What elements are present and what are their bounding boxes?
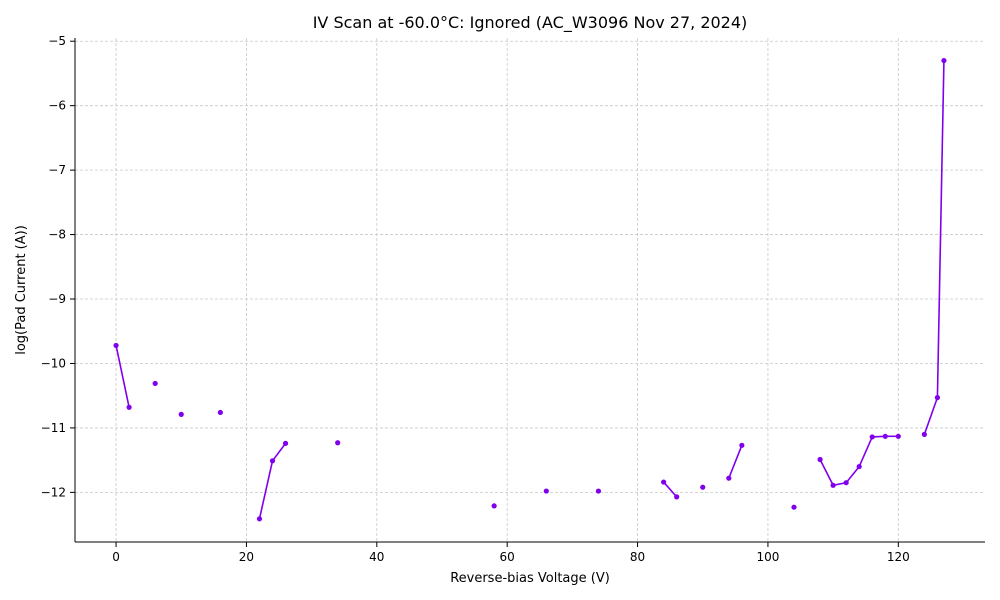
data-point — [256, 516, 263, 522]
data-point — [869, 434, 875, 440]
y-tick-label: −11 — [41, 421, 66, 435]
chart-title: IV Scan at -60.0°C: Ignored (AC_W3096 No… — [313, 13, 748, 33]
axes — [74, 38, 985, 543]
y-tick-label: −9 — [48, 292, 66, 306]
series-segment — [271, 442, 287, 462]
data-point — [661, 479, 667, 485]
series-points — [113, 57, 947, 522]
data-point — [843, 480, 849, 486]
data-point — [113, 342, 119, 349]
series-segment — [845, 466, 860, 484]
data-point — [282, 440, 289, 446]
data-point — [595, 488, 602, 494]
ticks: 0 20 40 60 80 100 120 −12 −11 −10 −9 −8 −7 −6 −5 — [41, 34, 910, 564]
series-segment — [115, 345, 130, 408]
data-point — [856, 463, 862, 470]
series-segment — [258, 460, 274, 519]
data-point — [700, 484, 706, 490]
x-tick-label: 100 — [756, 550, 779, 564]
data-point — [269, 458, 276, 464]
data-point — [882, 433, 888, 439]
data-point — [934, 395, 941, 401]
series-segment — [936, 60, 945, 398]
data-point — [217, 409, 223, 416]
x-tick-label: 40 — [369, 550, 384, 564]
y-axis-label: log(Pad Current (A)) — [14, 225, 29, 355]
data-point — [817, 456, 823, 463]
x-tick-label: 0 — [112, 550, 120, 564]
series-segment — [923, 397, 939, 435]
data-point — [941, 57, 947, 64]
data-point — [739, 442, 745, 448]
series-segment — [858, 436, 873, 467]
data-point — [895, 433, 901, 439]
data-point — [178, 411, 184, 417]
y-tick-label: −12 — [41, 485, 66, 499]
data-point — [921, 431, 927, 437]
grid-layer — [75, 38, 985, 542]
x-tick-label: 120 — [887, 550, 910, 564]
data-point — [830, 482, 836, 488]
data-point — [726, 475, 732, 481]
data-point — [674, 494, 680, 500]
series-lines — [115, 60, 945, 519]
data-point — [152, 380, 158, 387]
data-point — [543, 488, 549, 494]
x-tick-label: 20 — [239, 550, 254, 564]
y-tick-label: −7 — [48, 163, 66, 177]
series-segment — [728, 445, 743, 479]
series-segment — [819, 459, 834, 486]
data-point — [491, 503, 497, 509]
data-point — [791, 504, 797, 510]
series-segment — [663, 481, 678, 498]
x-axis-label: Reverse-bias Voltage (V) — [450, 571, 610, 586]
data-point — [335, 440, 341, 446]
y-tick-label: −10 — [41, 356, 66, 370]
y-tick-label: −5 — [48, 34, 66, 48]
y-tick-label: −8 — [48, 228, 66, 242]
x-tick-label: 80 — [630, 550, 645, 564]
data-point — [126, 404, 132, 410]
x-tick-label: 60 — [500, 550, 515, 564]
y-tick-label: −6 — [48, 99, 66, 113]
